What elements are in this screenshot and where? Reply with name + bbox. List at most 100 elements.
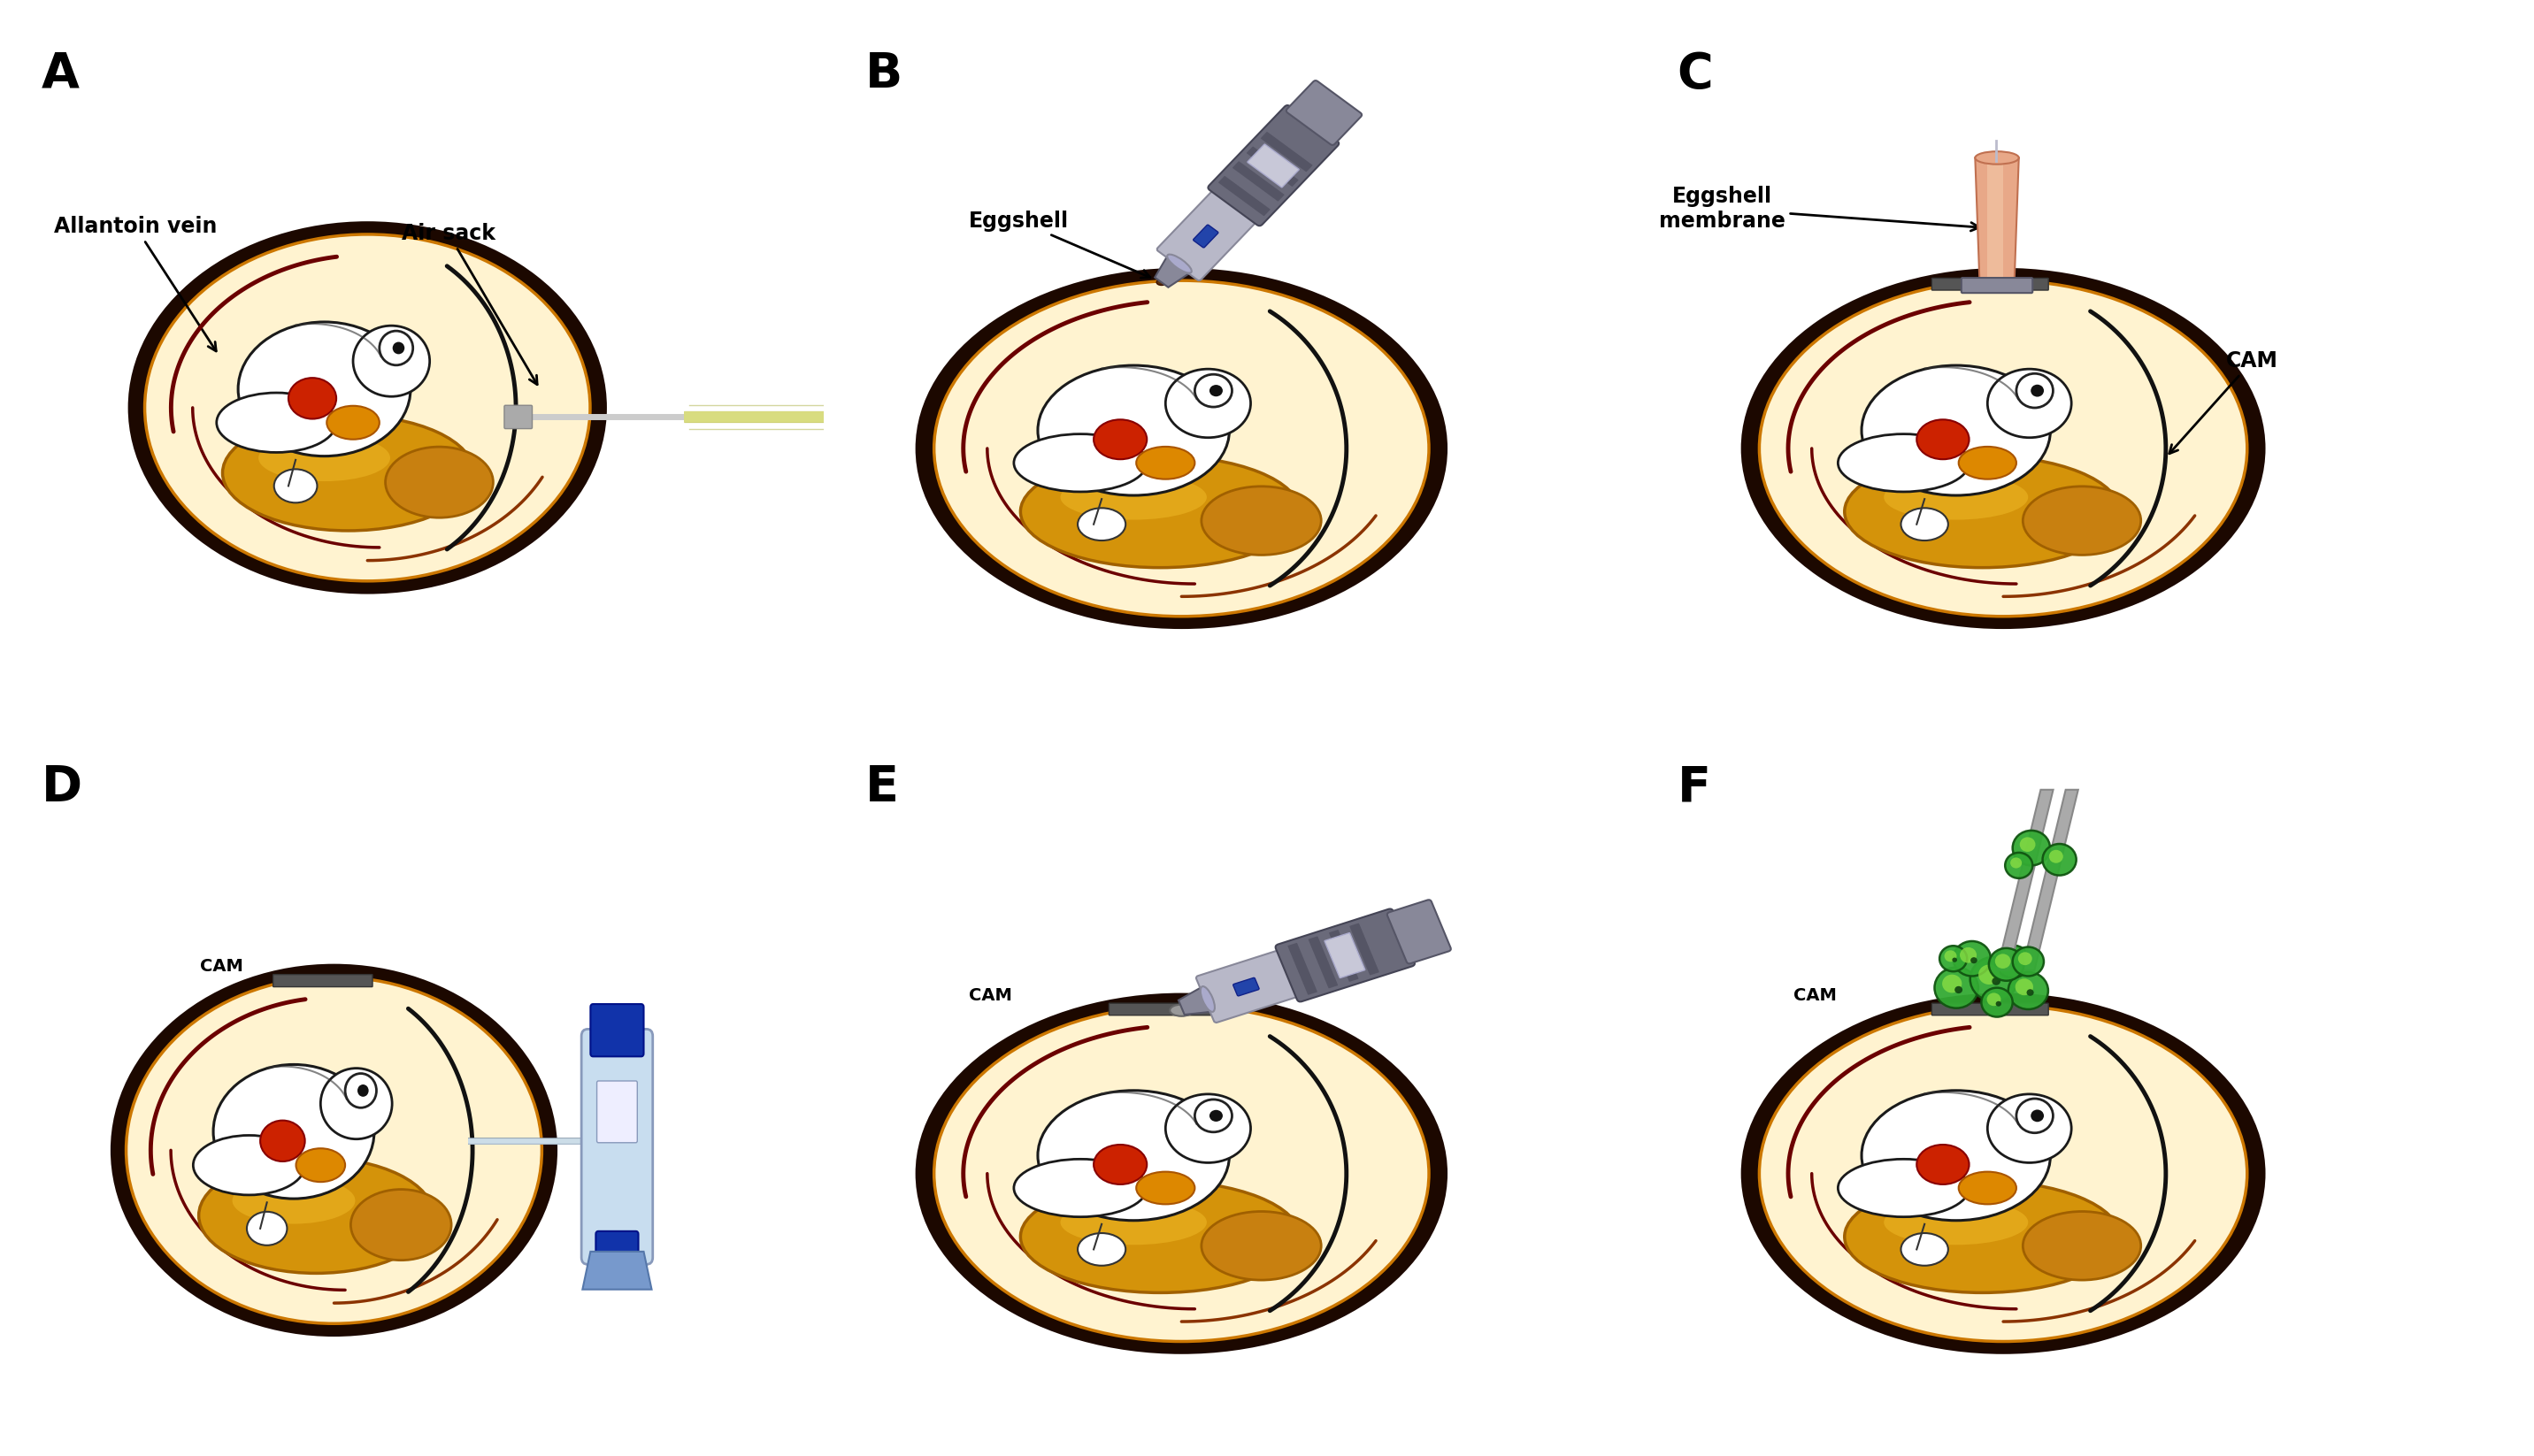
Circle shape [2012, 830, 2050, 865]
Text: Eggshell
membrane: Eggshell membrane [1660, 186, 1979, 232]
FancyBboxPatch shape [1351, 923, 1378, 976]
Circle shape [1939, 946, 1966, 971]
FancyBboxPatch shape [1308, 936, 1338, 989]
Ellipse shape [1077, 508, 1125, 540]
FancyBboxPatch shape [1209, 105, 1338, 226]
Circle shape [345, 1073, 378, 1108]
Polygon shape [1178, 987, 1211, 1015]
Ellipse shape [1201, 986, 1214, 1012]
Circle shape [2012, 946, 2045, 976]
Ellipse shape [1021, 1181, 1300, 1293]
Ellipse shape [258, 435, 390, 482]
Ellipse shape [1059, 1200, 1206, 1245]
Polygon shape [583, 1252, 651, 1290]
Ellipse shape [1916, 419, 1969, 459]
Circle shape [1941, 974, 1961, 993]
Circle shape [2012, 961, 2017, 967]
Ellipse shape [1135, 1172, 1196, 1204]
Circle shape [2009, 858, 2022, 868]
Ellipse shape [213, 1064, 375, 1198]
FancyBboxPatch shape [1931, 278, 2047, 290]
Ellipse shape [1845, 456, 2121, 568]
Ellipse shape [289, 379, 337, 419]
Text: CAM: CAM [968, 987, 1011, 1003]
FancyBboxPatch shape [595, 1232, 639, 1273]
Ellipse shape [322, 1069, 393, 1139]
Ellipse shape [2022, 1211, 2141, 1280]
Ellipse shape [1156, 280, 1166, 285]
Circle shape [1209, 384, 1224, 396]
FancyBboxPatch shape [1287, 80, 1361, 146]
FancyBboxPatch shape [590, 1005, 644, 1057]
Ellipse shape [352, 326, 431, 396]
Ellipse shape [2022, 486, 2141, 555]
Ellipse shape [915, 993, 1447, 1354]
Circle shape [1997, 1002, 2002, 1006]
Ellipse shape [223, 415, 474, 530]
FancyBboxPatch shape [1234, 978, 1259, 996]
Ellipse shape [1077, 1233, 1125, 1265]
Ellipse shape [1014, 1159, 1148, 1217]
Circle shape [1951, 958, 1956, 962]
Circle shape [1994, 954, 2009, 968]
Ellipse shape [1201, 486, 1320, 555]
Ellipse shape [144, 234, 590, 581]
Ellipse shape [274, 469, 317, 502]
FancyBboxPatch shape [1247, 144, 1300, 188]
Circle shape [393, 342, 405, 354]
FancyBboxPatch shape [1328, 930, 1358, 981]
FancyBboxPatch shape [1219, 176, 1270, 215]
Ellipse shape [1862, 1091, 2050, 1220]
Circle shape [2020, 837, 2035, 852]
Circle shape [2015, 978, 2032, 996]
Ellipse shape [1014, 434, 1148, 492]
Ellipse shape [296, 1149, 345, 1182]
Text: B: B [864, 50, 902, 98]
Ellipse shape [193, 1136, 304, 1195]
Ellipse shape [215, 393, 337, 453]
Circle shape [1196, 374, 1232, 408]
Ellipse shape [935, 281, 1429, 616]
Ellipse shape [1900, 508, 1949, 540]
Circle shape [1933, 967, 1979, 1008]
Text: CAM: CAM [1794, 987, 1837, 1003]
Ellipse shape [111, 964, 557, 1337]
Circle shape [2030, 1109, 2045, 1123]
Ellipse shape [1759, 1006, 2248, 1341]
Circle shape [380, 331, 413, 365]
Circle shape [2030, 384, 2045, 397]
Circle shape [1982, 987, 2012, 1016]
Circle shape [1959, 948, 1977, 962]
Polygon shape [1987, 160, 2004, 277]
Ellipse shape [127, 977, 542, 1324]
Circle shape [2017, 952, 2032, 965]
Ellipse shape [1171, 1005, 1194, 1016]
Ellipse shape [1959, 447, 2017, 479]
Ellipse shape [1741, 268, 2265, 629]
FancyBboxPatch shape [1247, 147, 1297, 186]
Circle shape [2002, 951, 2017, 965]
Text: A: A [41, 50, 79, 98]
Ellipse shape [1095, 1144, 1148, 1184]
Circle shape [1944, 951, 1956, 962]
Text: C: C [1678, 50, 1713, 98]
Text: Eggshell: Eggshell [968, 210, 1150, 278]
Ellipse shape [1959, 1172, 2017, 1204]
Circle shape [1196, 1099, 1232, 1133]
Ellipse shape [1837, 434, 1969, 492]
Circle shape [2009, 973, 2047, 1009]
Ellipse shape [1845, 1181, 2121, 1293]
Text: F: F [1678, 763, 1710, 811]
Ellipse shape [1059, 475, 1206, 520]
FancyBboxPatch shape [1196, 949, 1302, 1022]
FancyBboxPatch shape [598, 1080, 639, 1143]
Text: Air sack: Air sack [400, 223, 537, 384]
Polygon shape [1156, 256, 1188, 287]
Circle shape [1979, 965, 1999, 984]
Circle shape [1989, 948, 2025, 981]
Text: CAM: CAM [2169, 351, 2278, 454]
Ellipse shape [127, 221, 608, 594]
Ellipse shape [1759, 281, 2248, 616]
Ellipse shape [1987, 1093, 2070, 1163]
Ellipse shape [1166, 1093, 1252, 1163]
